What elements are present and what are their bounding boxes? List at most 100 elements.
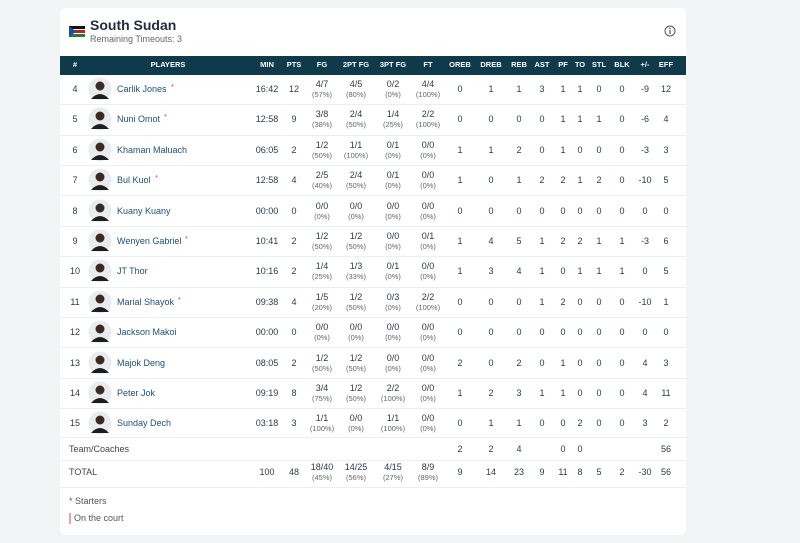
shot-pct: (50%)	[311, 150, 333, 160]
points: 4	[291, 296, 297, 307]
player-avatar	[88, 320, 112, 344]
points: 2	[291, 144, 297, 155]
starter-mark: *	[178, 294, 181, 304]
stat: 0	[539, 144, 545, 155]
shots-made: 4/4	[421, 79, 435, 89]
stat: 4	[642, 388, 648, 398]
shot-pct: (100%)	[380, 424, 406, 434]
column-header: DREB	[480, 60, 502, 69]
points: 3	[291, 418, 297, 429]
stat: 0	[488, 205, 494, 216]
shot-pct: (45%)	[311, 473, 333, 482]
stat: 5	[663, 175, 669, 186]
shot-pct: (75%)	[311, 394, 333, 403]
shots-made: 1/2	[349, 383, 363, 393]
starters-note: * Starters	[69, 496, 107, 506]
shots-made: 0/0	[386, 231, 400, 241]
team-stat: 56	[660, 444, 672, 454]
jersey-number: 11	[70, 296, 80, 307]
stat: -6	[640, 114, 650, 125]
stat: 0	[457, 205, 463, 216]
shots-made: 3/8	[315, 109, 329, 120]
shot-pct: (0%)	[385, 90, 401, 99]
stat: 3	[642, 418, 648, 429]
shots-made: 1/4	[315, 261, 329, 272]
player-name: Jackson Makoi	[117, 327, 177, 338]
shots-made: 1/2	[315, 352, 329, 363]
stat: 11	[661, 388, 671, 398]
shots-made: 4/15	[384, 462, 402, 472]
stat: 0	[619, 144, 625, 155]
minutes: 12:58	[255, 175, 279, 186]
shot-pct: (0%)	[385, 302, 401, 312]
jersey-number: 12	[69, 327, 81, 338]
stat: 0	[619, 114, 625, 125]
stat: 1	[596, 266, 602, 277]
row-separator	[60, 487, 686, 488]
shot-pct: (50%)	[345, 242, 367, 251]
shot-pct: (50%)	[345, 394, 367, 403]
team-stat: 4	[516, 444, 522, 454]
stat: 1	[516, 175, 522, 186]
row-separator	[60, 408, 686, 410]
stat: 1	[457, 236, 463, 246]
stat: 8	[577, 467, 583, 477]
stat: 1	[488, 84, 494, 94]
shots-made: 2/5	[315, 170, 329, 181]
stat: 0	[619, 388, 625, 398]
column-header: STL	[591, 60, 607, 69]
stat: 2	[516, 357, 522, 368]
points: 48	[288, 467, 300, 477]
player-avatar	[88, 168, 112, 192]
starter-mark: *	[185, 234, 188, 243]
stat: 1	[488, 144, 494, 155]
team-stat: 2	[457, 444, 463, 454]
jersey-number: 7	[72, 175, 78, 186]
stat: 2	[560, 296, 566, 307]
stat: 0	[619, 357, 625, 368]
shots-made: 0/0	[349, 200, 363, 211]
stat: 1	[457, 144, 463, 155]
shots-made: 0/3	[386, 291, 400, 302]
player-avatar	[88, 290, 112, 314]
shot-pct: (0%)	[385, 333, 401, 343]
stat: 5	[596, 467, 602, 477]
stat: 0	[619, 205, 625, 216]
column-header: MIN	[260, 60, 274, 69]
shot-pct: (56%)	[345, 473, 367, 482]
stat: 11	[558, 467, 568, 477]
stat: 2	[560, 236, 566, 246]
stat: 2	[596, 175, 602, 186]
stat: 0	[596, 418, 602, 429]
minutes: 100	[259, 467, 275, 477]
points: 2	[291, 266, 297, 277]
jersey-number: 10	[69, 266, 81, 277]
shot-pct: (0%)	[420, 242, 436, 251]
jersey-number: 14	[69, 388, 81, 398]
row-separator	[60, 195, 686, 197]
stat: -3	[640, 236, 650, 246]
stat: 4	[488, 236, 494, 246]
shot-pct: (0%)	[420, 211, 436, 221]
shots-made: 1/1	[315, 413, 329, 424]
player-name: Bul Kuol	[117, 175, 151, 186]
row-separator	[60, 377, 686, 379]
info-icon[interactable]	[664, 25, 676, 37]
stat: 1	[488, 418, 494, 429]
column-header: OREB	[449, 60, 471, 69]
jersey-number: 5	[72, 114, 78, 125]
stat: 0	[596, 327, 602, 338]
column-header-row	[60, 56, 686, 75]
stat: 5	[663, 266, 669, 277]
starter-mark: *	[164, 112, 167, 122]
shots-made: 0/0	[315, 200, 329, 211]
stat: 0	[560, 266, 566, 277]
shots-made: 14/25	[344, 462, 368, 472]
stat: 1	[577, 114, 583, 125]
shot-pct: (0%)	[314, 333, 330, 343]
stat: 0	[539, 114, 545, 125]
on-court-note: On the court	[74, 513, 124, 523]
stat: 1	[560, 144, 566, 155]
stat: 0	[560, 327, 566, 338]
stat: 9	[457, 467, 463, 477]
